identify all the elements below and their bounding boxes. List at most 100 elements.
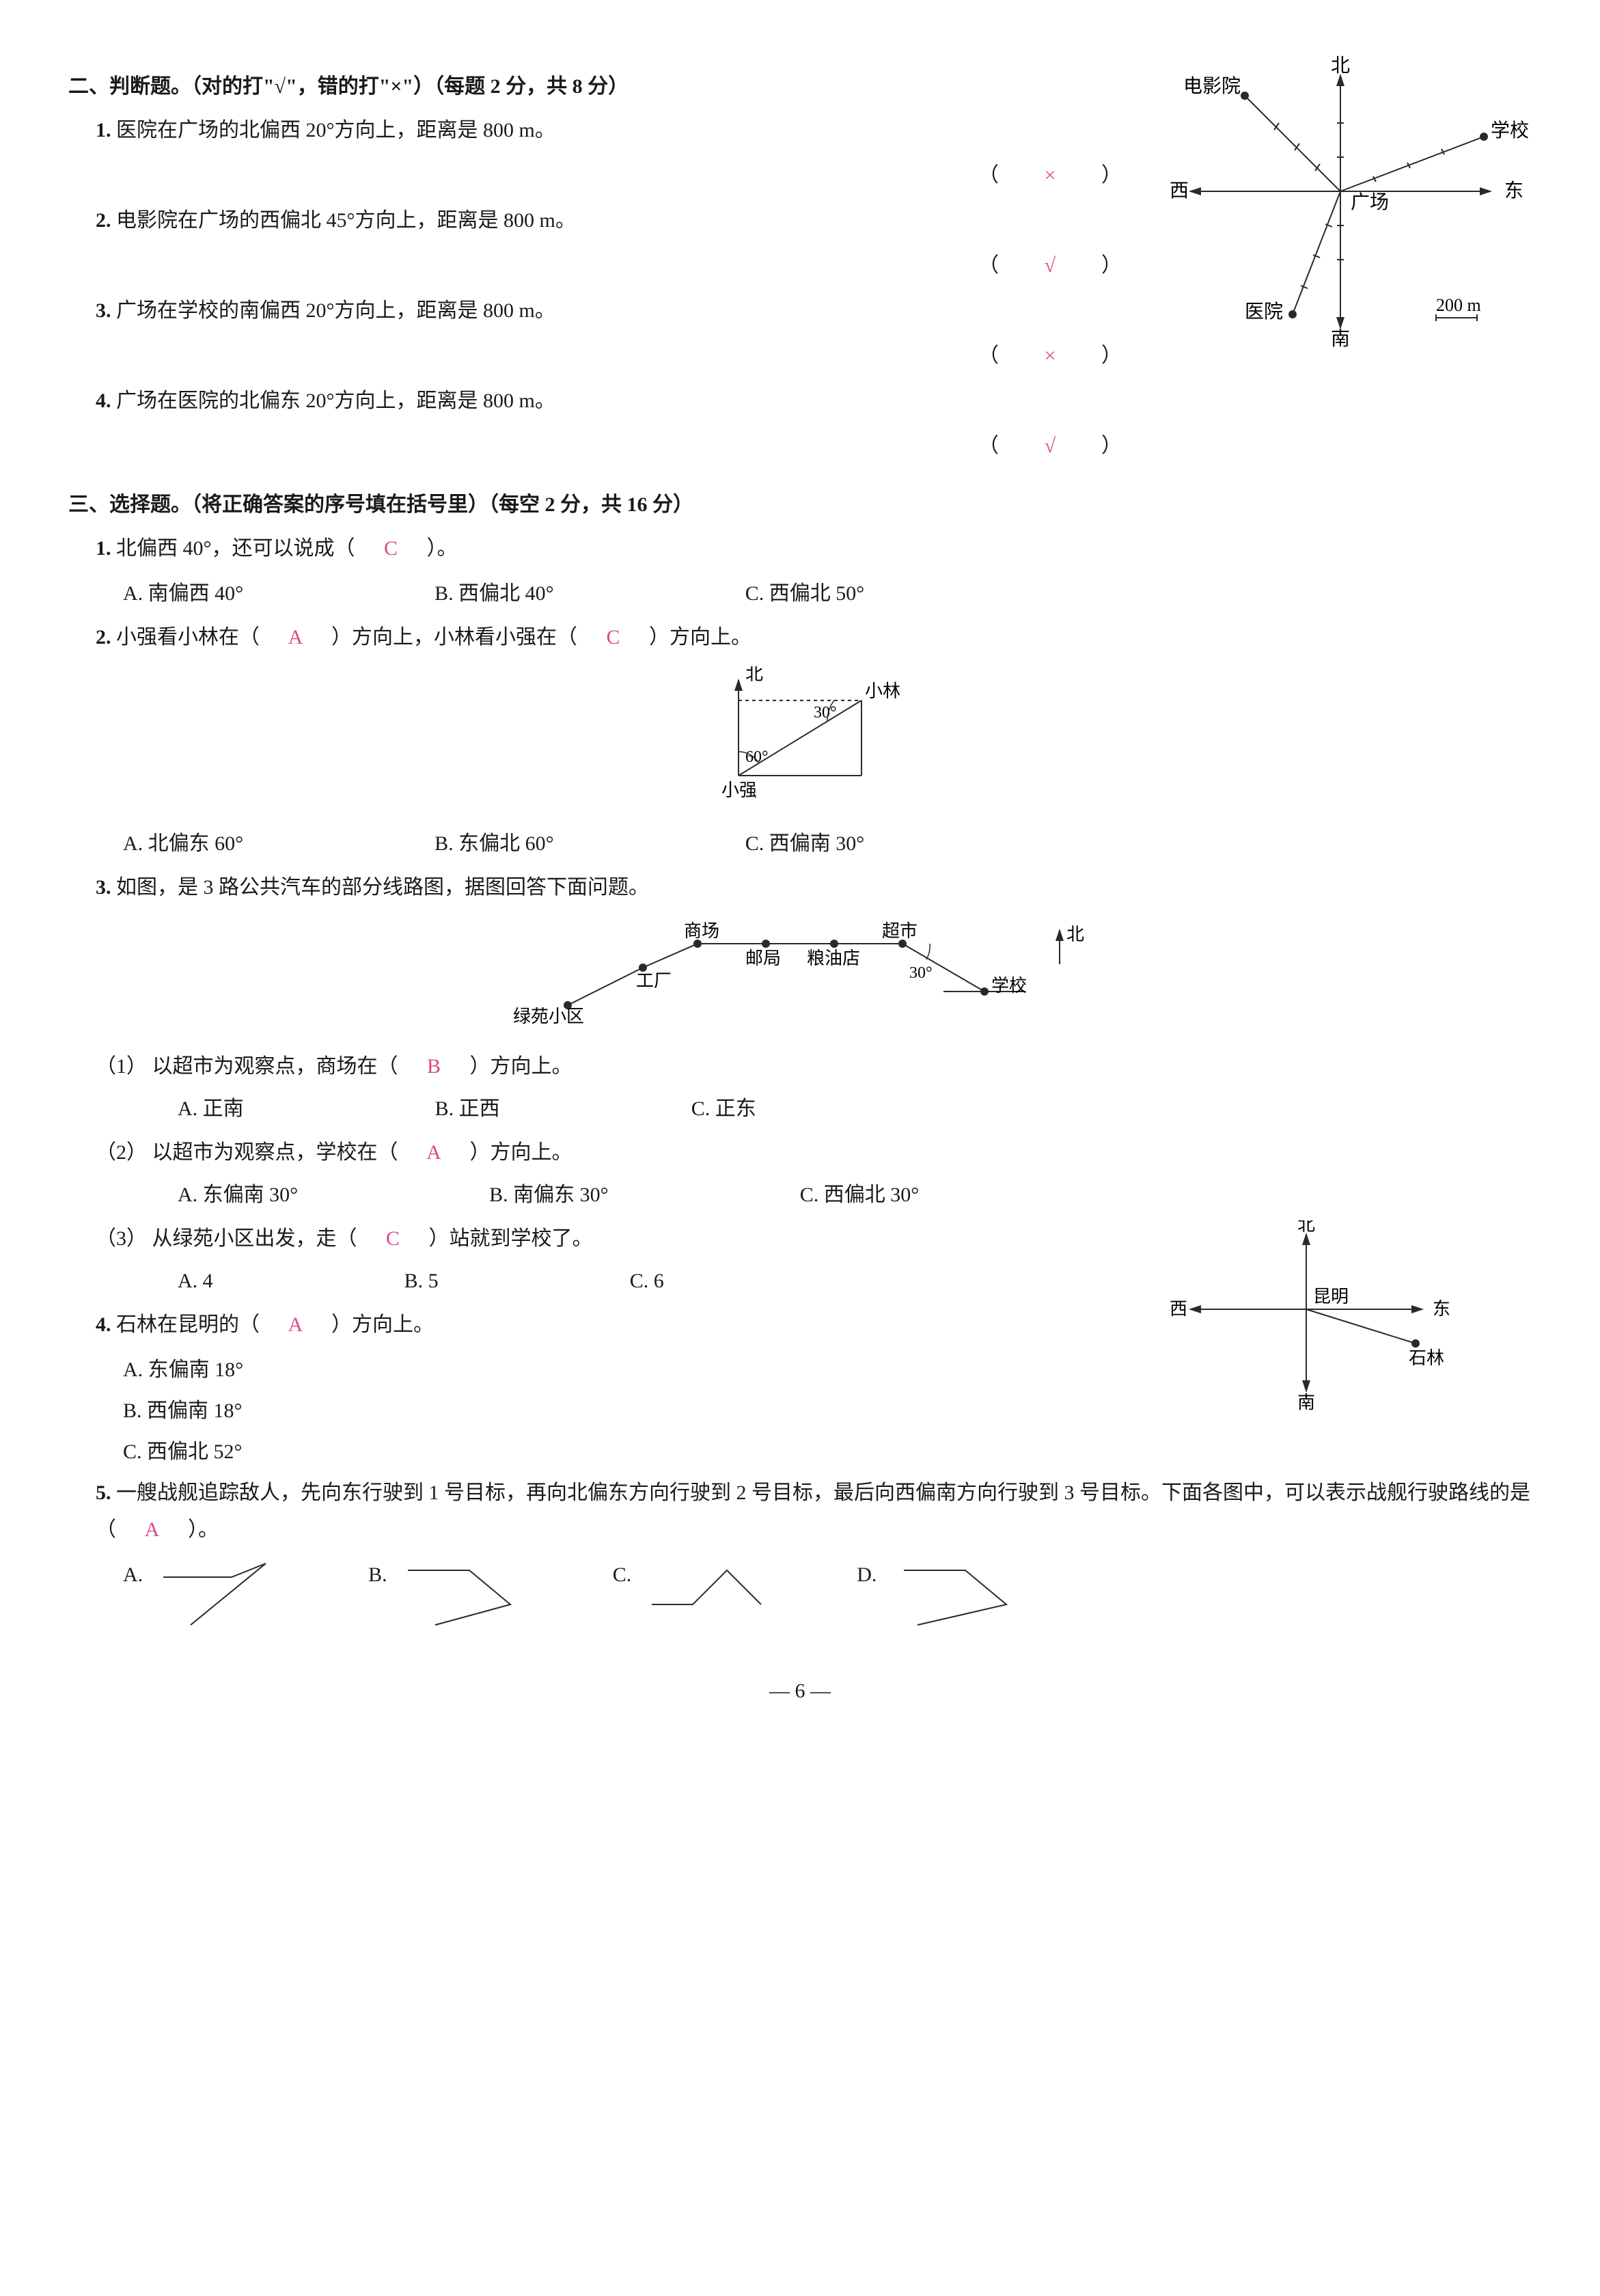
label-cinema: 电影院 (1183, 75, 1241, 97)
opt-label: B. (368, 1557, 387, 1594)
q-text: 以超市为观察点，学校在（ (152, 1141, 398, 1164)
answer-mark: C (360, 530, 422, 567)
q3-bus-route-diagram: 30° 北 商场 超市 邮局 粮油店 工厂 绿苑小区 学校 (493, 916, 1107, 1026)
label-angle60: 60° (745, 748, 769, 766)
s3-q5-options: A. B. C. D. (123, 1557, 1532, 1632)
section3-header: 三、选择题。（将正确答案的序号填在括号里）（每空 2 分，共 16 分） (68, 487, 1532, 523)
s3-q4-opt-a: A. 东偏南 18° (123, 1352, 1149, 1389)
opt-b: B. 西偏北 40° (435, 575, 554, 612)
sub-label: （2） (96, 1141, 147, 1164)
q-text: 从绿苑小区出发，走（ (152, 1227, 357, 1250)
label-school: 学校 (1491, 120, 1529, 141)
sub-label: （3） (96, 1227, 147, 1250)
label-xiaoqiang: 小强 (721, 780, 757, 800)
page-number: — 6 — (68, 1673, 1532, 1710)
s3-q1-options: A. 南偏西 40° B. 西偏北 40° C. 西偏北 50° (123, 575, 1532, 612)
opt-c: C. 6 (630, 1263, 664, 1300)
answer-mark: A (403, 1134, 465, 1171)
s2-q1-ans: （ × ） (96, 157, 1149, 194)
label-shilin: 石林 (1409, 1348, 1444, 1368)
q-num: 3. (96, 299, 111, 322)
label-angle30: 30° (814, 704, 837, 722)
answer-mark: C (583, 619, 644, 656)
label-lvyuan: 绿苑小区 (513, 1007, 584, 1026)
q-text: 一艘战舰追踪敌人，先向东行驶到 1 号目标，再向北偏东方向行驶到 2 号目标，最… (96, 1481, 1530, 1541)
q-text: 小强看小林在（ (116, 626, 260, 648)
q-text: ）方向上，小林看小强在（ (331, 626, 577, 648)
label-shangchang: 商场 (684, 921, 719, 941)
q-num: 3. (96, 876, 111, 899)
q-text: 北偏西 40°，还可以说成（ (116, 537, 355, 560)
answer-mark: C (362, 1220, 424, 1257)
q-num: 4. (96, 1313, 111, 1336)
q-text: ）。 (188, 1518, 219, 1541)
q2-diagram: 北 小林 小强 30° 60° (691, 666, 909, 803)
s3-q4: 4. 石林在昆明的（ A ）方向上。 (96, 1307, 1149, 1343)
s2-q3-ans: （ × ） (96, 338, 1149, 374)
s3-q2-options: A. 北偏东 60° B. 东偏北 60° C. 西偏南 30° (123, 825, 1532, 862)
opt-b: B. 东偏北 60° (435, 825, 554, 862)
q-text: 广场在医院的北偏东 20°方向上，距离是 800 m。 (116, 390, 555, 412)
s3-q3: 3. 如图，是 3 路公共汽车的部分线路图，据图回答下面问题。 (96, 869, 1532, 906)
opt-a: A. 正南 (178, 1091, 244, 1128)
q-text: ）方向上。 (331, 1313, 434, 1336)
s2-q2-ans: （ √ ） (96, 247, 1149, 284)
q-text: 如图，是 3 路公共汽车的部分线路图，据图回答下面问题。 (116, 876, 649, 899)
label-west: 西 (1170, 180, 1189, 202)
q-num: 1. (96, 119, 111, 141)
s2-q1: 1. 医院在广场的北偏西 20°方向上，距离是 800 m。 (96, 112, 1149, 149)
opt-label: D. (857, 1557, 877, 1594)
opt-a: A. 东偏南 30° (178, 1177, 298, 1214)
label-north: 北 (1297, 1220, 1315, 1235)
label-angle30: 30° (909, 964, 933, 982)
q5-opt-b: B. (368, 1557, 531, 1632)
label-xiaolin: 小林 (865, 681, 900, 701)
answer-mark: A (265, 619, 327, 656)
opt-b: B. 5 (404, 1263, 439, 1300)
q-text: 广场在学校的南偏西 20°方向上，距离是 800 m。 (116, 299, 555, 322)
q-text: ）方向上。 (649, 626, 751, 648)
section2-compass-diagram: 北 东 西 南 电影院 学校 医院 广场 200 m (1149, 55, 1532, 355)
label-xuexiao: 学校 (991, 976, 1027, 996)
s2-q4: 4. 广场在医院的北偏东 20°方向上，距离是 800 m。 (96, 383, 1149, 420)
q-text: ）方向上。 (470, 1141, 573, 1164)
q5-opt-c: C. (613, 1557, 775, 1632)
q-text: 电影院在广场的西偏北 45°方向上，距离是 800 m。 (116, 209, 576, 232)
q-num: 5. (96, 1481, 111, 1504)
q4-compass-diagram: 北 东 西 南 昆明 石林 (1149, 1220, 1463, 1412)
q-num: 2. (96, 626, 111, 648)
q-num: 4. (96, 390, 111, 412)
label-scale: 200 m (1436, 295, 1481, 315)
label-kunming: 昆明 (1313, 1287, 1349, 1307)
answer-mark: A (122, 1512, 183, 1548)
q-text: 医院在广场的北偏西 20°方向上，距离是 800 m。 (116, 119, 555, 141)
opt-b: B. 南偏东 30° (489, 1177, 609, 1214)
q-text: ）方向上。 (470, 1055, 573, 1078)
opt-c: C. 西偏北 30° (800, 1177, 920, 1214)
opt-b: B. 正西 (435, 1091, 500, 1128)
label-east: 东 (1504, 180, 1523, 202)
label-hospital: 医院 (1245, 301, 1283, 323)
label-south: 南 (1297, 1393, 1315, 1412)
q5-path-a-icon (150, 1557, 286, 1632)
answer-mark: × (1019, 338, 1081, 374)
answer-mark: × (1019, 157, 1081, 194)
q-num: 2. (96, 209, 111, 232)
s3-q4-opt-b: B. 西偏南 18° (123, 1393, 1149, 1430)
label-liangyou: 粮油店 (807, 948, 860, 968)
label-chaoshi: 超市 (882, 921, 918, 941)
opt-c: C. 西偏北 50° (745, 575, 865, 612)
label-south: 南 (1331, 328, 1350, 350)
s3-q2: 2. 小强看小林在（ A ）方向上，小林看小强在（ C ）方向上。 (96, 619, 1532, 656)
label-square: 广场 (1351, 191, 1389, 213)
q5-path-c-icon (638, 1557, 775, 1632)
label-east: 东 (1433, 1299, 1450, 1319)
section2-header: 二、判断题。（对的打"√"，错的打"×"）（每题 2 分，共 8 分） (68, 68, 1149, 105)
q-text: ）站就到学校了。 (429, 1227, 593, 1250)
opt-label: A. (123, 1557, 143, 1594)
opt-a: A. 南偏西 40° (123, 575, 243, 612)
q5-path-d-icon (883, 1557, 1020, 1632)
s2-q4-ans: （ √ ） (96, 428, 1149, 465)
q-text: 石林在昆明的（ (116, 1313, 260, 1336)
label-north: 北 (1066, 925, 1084, 944)
